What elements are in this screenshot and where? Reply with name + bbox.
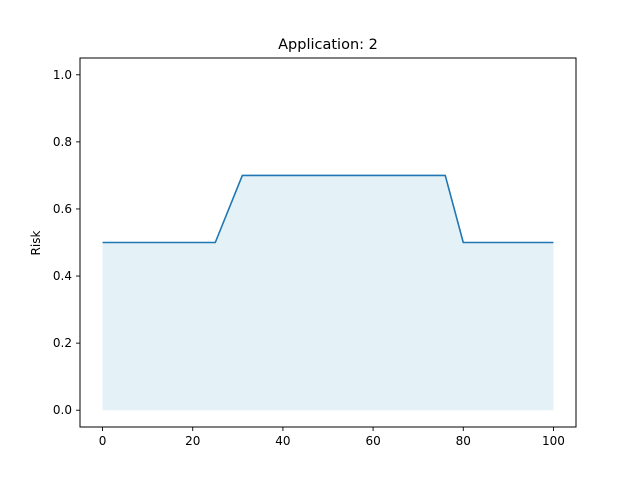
chart-title: Application: 2 — [278, 37, 378, 53]
plot-frame — [79, 57, 577, 428]
plot-area — [102, 174, 554, 411]
y-axis: 0.0 0.2 0.4 0.6 0.8 1.0 — [53, 68, 80, 417]
y-tick-label: 0.4 — [53, 269, 72, 283]
x-tick-label: 100 — [542, 434, 565, 448]
x-tick-label: 80 — [456, 434, 471, 448]
x-axis: 0 20 40 60 80 100 — [99, 427, 565, 448]
x-tick-label: 20 — [185, 434, 200, 448]
x-tick-label: 40 — [275, 434, 290, 448]
y-tick-label: 0.8 — [53, 135, 72, 149]
y-tick-label: 0.2 — [53, 336, 72, 350]
risk-area-fill — [102, 175, 554, 411]
x-tick-label: 0 — [99, 434, 107, 448]
y-tick-label: 0.0 — [53, 403, 72, 417]
y-tick-label: 1.0 — [53, 68, 72, 82]
y-axis-label: Risk — [29, 231, 43, 256]
risk-series-line — [102, 174, 554, 244]
y-tick-label: 0.6 — [53, 202, 72, 216]
x-tick-label: 60 — [365, 434, 380, 448]
